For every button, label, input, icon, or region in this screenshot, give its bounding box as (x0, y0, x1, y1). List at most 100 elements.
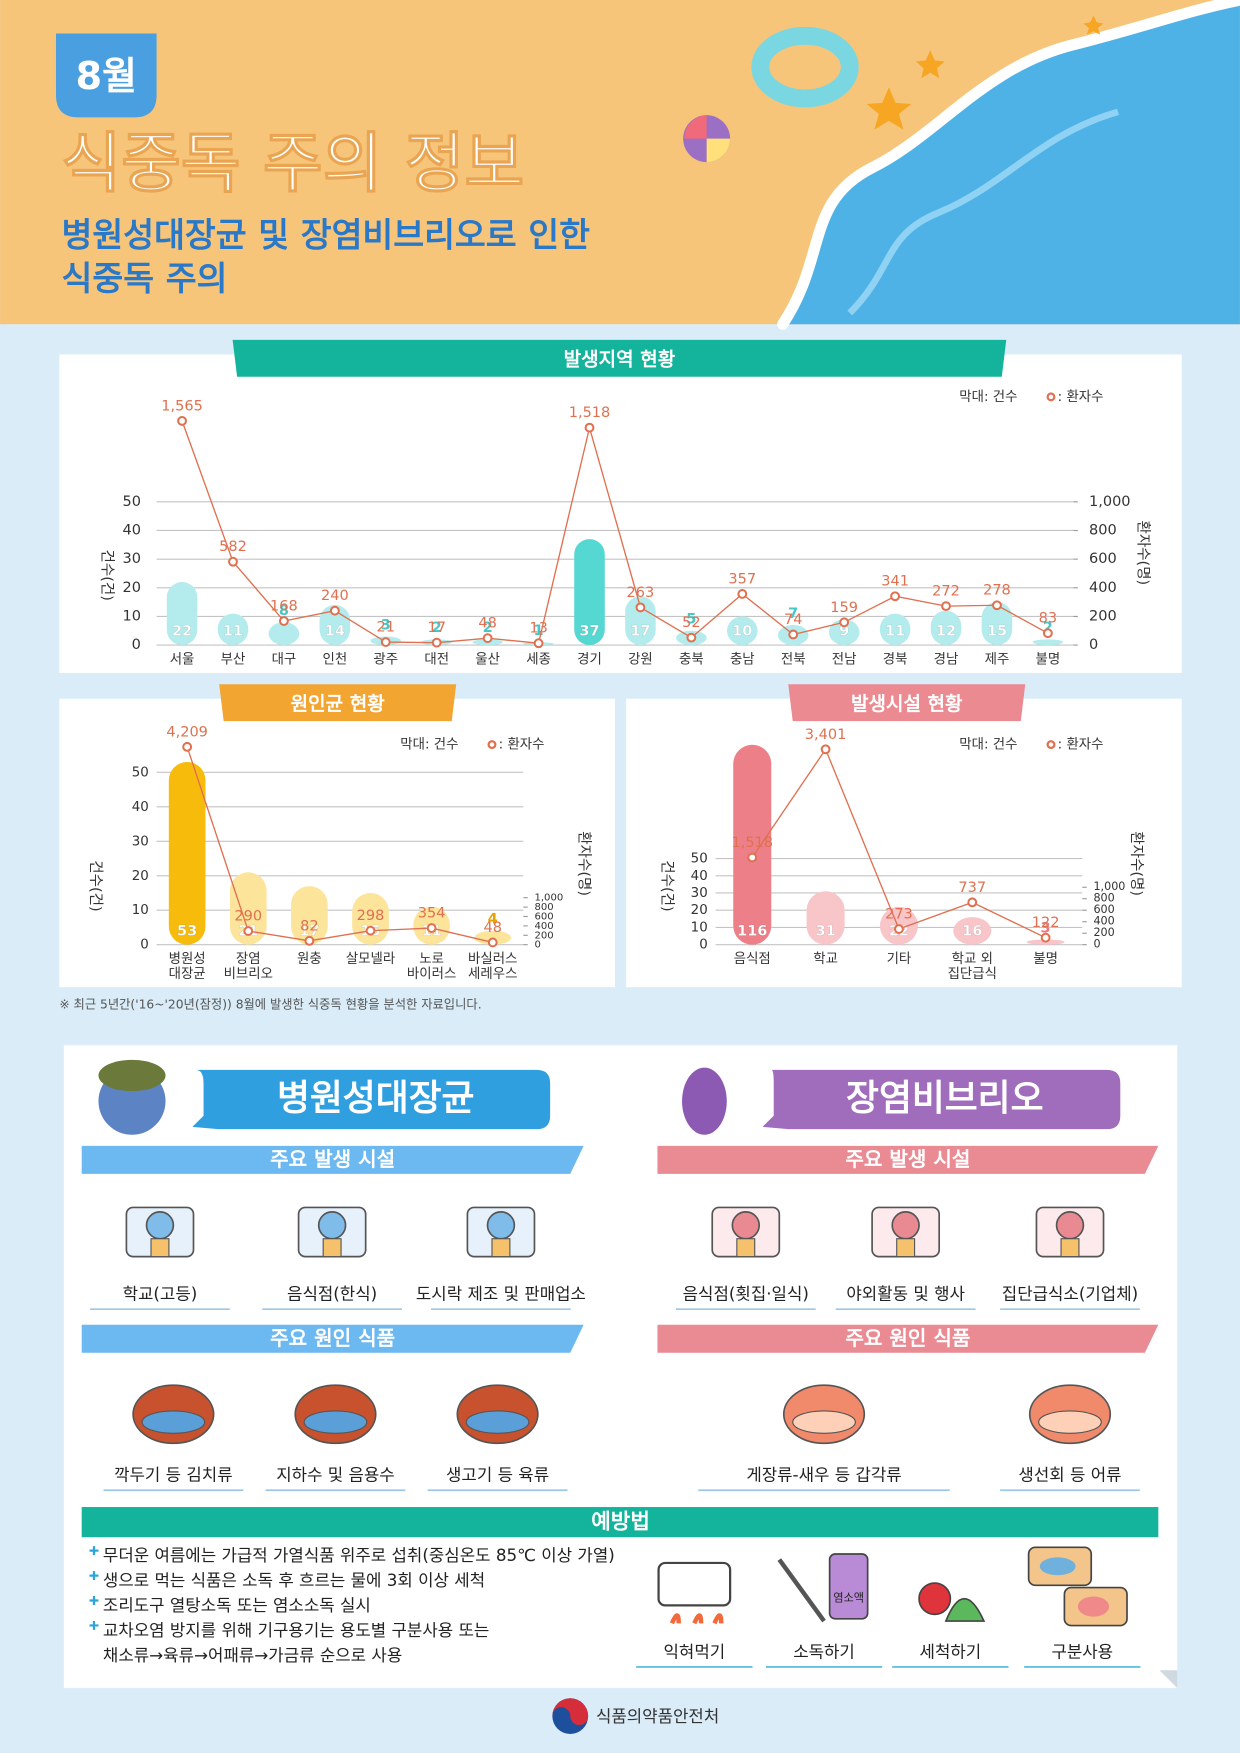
y-axis-title: 건수(건) (98, 550, 115, 601)
line-value-label: 168 (270, 598, 298, 614)
icon-shape (150, 1238, 170, 1258)
y-tick-label: 20 (122, 580, 140, 596)
line-value-label: 82 (300, 918, 318, 934)
line-value-label: 1,565 (161, 398, 203, 414)
bar (930, 610, 962, 646)
legend-label: : 환자수 (1058, 389, 1104, 405)
bar-value-label: 31 (815, 923, 835, 939)
bar (625, 596, 656, 646)
bullet (89, 1596, 99, 1605)
y2-tick-label: 1,000 (534, 893, 563, 904)
line-point (747, 852, 758, 863)
tip-text: 교차오염 방지를 위해 기구용기는 용도별 구분사용 또는 (103, 1620, 489, 1640)
item-label: 도시락 제조 및 판매업소 (416, 1284, 586, 1304)
y2-tick-label: 200 (1089, 608, 1117, 624)
pathogen-banner (192, 1069, 551, 1130)
y2-axis-title: 환자수(명) (1135, 520, 1152, 585)
bottle-icon (828, 1553, 869, 1620)
bar (574, 539, 605, 646)
y2-tick-label: 200 (534, 930, 553, 941)
y-tick-label: 20 (691, 903, 708, 918)
x-tick-label: 불명 (1033, 951, 1058, 967)
y2-tick-label: 600 (1093, 903, 1114, 916)
y-tick-label: 50 (132, 765, 149, 780)
tip-text: 채소류→육류→어패류→가금류 순으로 사용 (103, 1645, 402, 1665)
section-bar (81, 1145, 584, 1174)
y-tick-label: 20 (132, 869, 149, 884)
bar-value-label: 22 (172, 624, 192, 640)
line-value-label: 240 (321, 588, 349, 604)
line-value-label: 273 (885, 906, 913, 922)
x-tick-label: 전북 (781, 652, 806, 668)
x-tick-label: 살모넬라 (346, 951, 395, 967)
bar-value-label: 2 (432, 620, 442, 636)
line-value-label: 83 (1039, 611, 1057, 627)
item-label: 생선회 등 어류 (1018, 1465, 1121, 1485)
x-tick-label: 강원 (628, 652, 653, 668)
bar-value-label: 3 (1041, 920, 1051, 936)
food-icon-detail (303, 1410, 368, 1434)
foam (777, 0, 1240, 330)
line-value-label: 21 (377, 620, 395, 636)
beach-ball-part (706, 138, 731, 163)
x-tick-label: 경북 (883, 652, 908, 668)
bar-value-label: 14 (325, 624, 345, 640)
chart-banner (232, 339, 1007, 377)
knife-icon (777, 1558, 826, 1623)
section-title: 주요 발생 시설 (270, 1147, 395, 1171)
line-point (380, 637, 391, 647)
y2-tick-label: 0 (534, 940, 540, 951)
line-point (365, 925, 376, 936)
line-point (426, 923, 437, 933)
main-title: 식중독 주의 정보 (62, 126, 525, 201)
line-point (941, 601, 951, 612)
line-value-label: 48 (483, 920, 501, 936)
line-value-label: 74 (784, 612, 802, 628)
x-tick-label: 세종 (526, 652, 551, 668)
line-value-label: 354 (418, 906, 446, 922)
bar-value-label: 8 (279, 603, 289, 619)
legend-marker (1046, 392, 1056, 402)
bullet (89, 1571, 99, 1581)
y-tick-label: 50 (122, 494, 140, 510)
line-value-label: 290 (234, 909, 262, 925)
line-value-label: 3,401 (805, 727, 847, 743)
pathogen-banner (762, 1069, 1121, 1130)
line-point (635, 602, 646, 613)
meat-icon (1077, 1596, 1110, 1617)
section-title: 주요 원인 식품 (845, 1326, 970, 1350)
y-tick-label: 30 (132, 834, 149, 849)
pot-icon (657, 1561, 732, 1607)
star (1083, 15, 1104, 35)
icon-shape (317, 1211, 347, 1240)
y2-tick-label: 800 (1089, 522, 1117, 538)
bar-value-label: 1 (534, 623, 544, 639)
bar (268, 622, 300, 646)
info-panel (63, 1045, 1178, 1689)
tip-text: 생으로 먹는 식품은 소독 후 흐르는 물에 3회 이상 세척 (103, 1570, 485, 1590)
line-point (487, 937, 498, 948)
line-value-label: 13 (529, 621, 547, 637)
x-tick-label: 대전 (424, 652, 449, 668)
line-value-label: 278 (983, 583, 1011, 599)
y-axis-title: 건수(건) (87, 860, 104, 911)
bar (727, 616, 758, 646)
icon-shape (891, 1211, 920, 1240)
x-tick-label: 부산 (221, 652, 246, 668)
y-tick-label: 0 (699, 938, 708, 953)
icon-shape (1055, 1211, 1085, 1240)
bar-value-label: 10 (732, 624, 752, 640)
bar-value-label: 16 (962, 923, 982, 939)
line-point (584, 422, 595, 433)
y-tick-label: 10 (132, 903, 149, 918)
action-label: 세척하기 (920, 1641, 982, 1661)
line-value-label: 272 (932, 584, 960, 600)
icon-shape (322, 1238, 342, 1258)
line-point (177, 415, 187, 426)
section-bar (657, 1324, 1159, 1353)
legend-label: : 환자수 (499, 737, 545, 753)
line-point (686, 632, 697, 643)
section-bar (657, 1145, 1159, 1174)
y-tick-label: 30 (122, 551, 140, 567)
